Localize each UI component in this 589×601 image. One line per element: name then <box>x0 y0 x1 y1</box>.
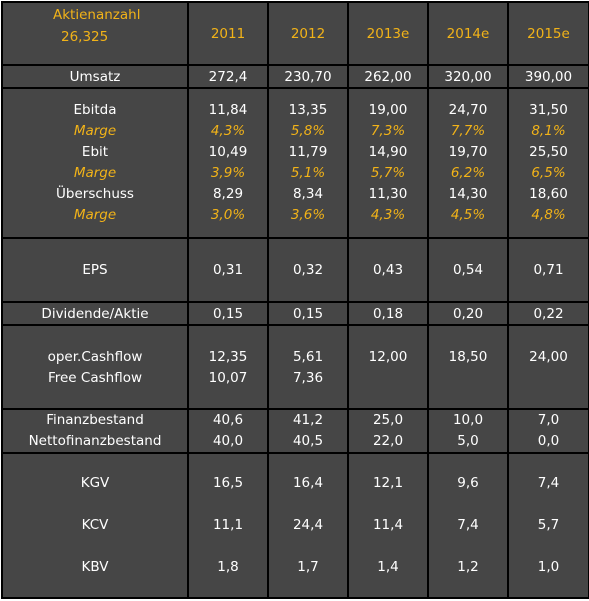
value-cell: 0,18 <box>347 301 429 326</box>
kennzahlen-values: 16,4 24,4 1,7 <box>267 452 349 599</box>
finanz-values: 40,6 40,0 <box>187 408 269 454</box>
value-cell: 390,00 <box>507 64 589 89</box>
finanz-values: 25,0 22,0 <box>347 408 429 454</box>
ertrag-values: 11,84 4,3% 10,49 3,9% 8,29 3,0% <box>187 87 269 239</box>
ertrag-values: 19,00 7,3% 14,90 5,7% 11,30 4,3% <box>347 87 429 239</box>
value-cell: 0,71 <box>507 237 589 303</box>
value-cell: 320,00 <box>427 64 509 89</box>
finanz-values: 10,0 5,0 <box>427 408 509 454</box>
kennzahlen-labels: KGV KCV KBV <box>1 452 189 599</box>
ertrag-values: 31,50 8,1% 25,50 6,5% 18,60 4,8% <box>507 87 589 239</box>
row-label: Umsatz <box>1 64 189 89</box>
year-header: 2011 <box>187 1 269 66</box>
value-cell: 0,22 <box>507 301 589 326</box>
ertrag-block: Ebitda Marge Ebit Marge Überschuss Marge… <box>1 87 589 239</box>
cashflow-labels: oper.Cashflow Free Cashflow <box>1 324 189 410</box>
ertrag-values: 24,70 7,7% 19,70 6,2% 14,30 4,5% <box>427 87 509 239</box>
kennzahlen-values: 16,5 11,1 1,8 <box>187 452 269 599</box>
ertrag-labels: Ebitda Marge Ebit Marge Überschuss Marge <box>1 87 189 239</box>
year-header: 2015e <box>507 1 589 66</box>
value-cell: 262,00 <box>347 64 429 89</box>
value-cell: 0,20 <box>427 301 509 326</box>
year-header: 2014e <box>427 1 509 66</box>
umsatz-row: Umsatz 272,4 230,70 262,00 320,00 390,00 <box>1 64 589 89</box>
row-label: EPS <box>1 237 189 303</box>
kennzahlen-values: 9,6 7,4 1,2 <box>427 452 509 599</box>
kennzahlen-block: KGV KCV KBV 16,5 11,1 1,8 16,4 24,4 1,7 … <box>1 452 589 599</box>
finanz-block: Finanzbestand Nettofinanzbestand 40,6 40,… <box>1 408 589 454</box>
value-cell: 0,43 <box>347 237 429 303</box>
year-header: 2012 <box>267 1 349 66</box>
kennzahlen-values: 7,4 5,7 1,0 <box>507 452 589 599</box>
shares-count: 26,325 <box>61 29 109 45</box>
cashflow-values: 12,00 <box>347 324 429 410</box>
row-label: Finanzbestand <box>46 412 144 428</box>
eps-row: EPS 0,31 0,32 0,43 0,54 0,71 <box>1 237 589 303</box>
cashflow-values: 24,00 <box>507 324 589 410</box>
header-row: Aktienanzahl 26,325 2011 2012 2013e 2014… <box>1 1 589 66</box>
cashflow-values: 18,50 <box>427 324 509 410</box>
ertrag-values: 13,35 5,8% 11,79 5,1% 8,34 3,6% <box>267 87 349 239</box>
cashflow-values: 12,35 10,07 <box>187 324 269 410</box>
finanz-labels: Finanzbestand Nettofinanzbestand <box>1 408 189 454</box>
row-label: KGV <box>80 475 110 491</box>
row-label: Ebit <box>81 144 109 160</box>
row-label: Marge <box>73 207 117 223</box>
row-label: Marge <box>73 165 117 181</box>
value-cell: 272,4 <box>187 64 269 89</box>
row-label: KBV <box>81 559 109 575</box>
value-cell: 0,15 <box>267 301 349 326</box>
value-cell: 230,70 <box>267 64 349 89</box>
header-label-cell: Aktienanzahl 26,325 <box>1 1 189 66</box>
row-label: Marge <box>73 123 117 139</box>
dividende-row: Dividende/Aktie 0,15 0,15 0,18 0,20 0,22 <box>1 301 589 326</box>
row-label: Free Cashflow <box>47 370 143 386</box>
finanz-values: 41,2 40,5 <box>267 408 349 454</box>
row-label: Ebitda <box>73 102 117 118</box>
row-label: oper.Cashflow <box>47 349 143 365</box>
year-header: 2013e <box>347 1 429 66</box>
cashflow-values: 5,61 7,36 <box>267 324 349 410</box>
row-label: Überschuss <box>56 186 134 202</box>
row-label: KCV <box>81 517 109 533</box>
row-label: Dividende/Aktie <box>1 301 189 326</box>
value-cell: 0,54 <box>427 237 509 303</box>
row-label: Nettofinanzbestand <box>28 433 162 449</box>
shares-label: Aktienanzahl <box>53 7 141 23</box>
cashflow-block: oper.Cashflow Free Cashflow 12,35 10,07 5… <box>1 324 589 410</box>
value-cell: 0,31 <box>187 237 269 303</box>
kennzahlen-values: 12,1 11,4 1,4 <box>347 452 429 599</box>
value-cell: 0,15 <box>187 301 269 326</box>
finanz-values: 7,0 0,0 <box>507 408 589 454</box>
value-cell: 0,32 <box>267 237 349 303</box>
